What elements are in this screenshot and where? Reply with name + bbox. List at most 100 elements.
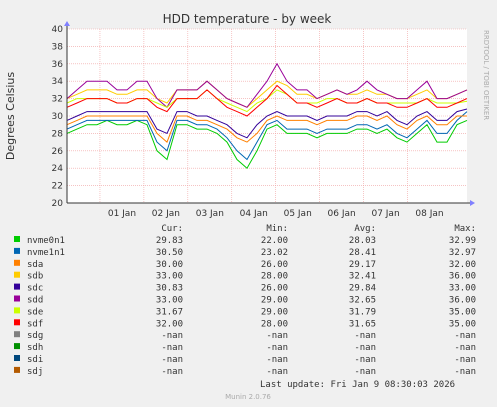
legend-value-avg: 31.79 [349, 307, 376, 317]
legend-value-min: 28.00 [261, 319, 288, 329]
legend-value-min: -nan [266, 343, 288, 353]
legend-value-avg: 32.65 [349, 296, 376, 306]
legend: Cur: Min: Avg: Max: nvme0n1 29.83 22.00 28.03 32… [14, 224, 476, 377]
legend-name: sdb [27, 272, 43, 282]
legend-value-cur: -nan [161, 331, 183, 341]
legend-swatch-sdg [14, 331, 20, 338]
legend-value-cur: -nan [161, 343, 183, 353]
x-axis-arrow [470, 200, 475, 206]
legend-value-min: 23.02 [261, 248, 288, 258]
legend-value-avg: -nan [354, 367, 376, 377]
series-line-sda [66, 115, 467, 143]
legend-value-cur: 30.83 [156, 284, 183, 294]
y-tick-label: 36 [52, 60, 64, 70]
legend-name: sdd [27, 296, 43, 306]
legend-value-max: 36.00 [449, 296, 476, 306]
legend-value-cur: -nan [161, 367, 183, 377]
y-tick-label: 24 [52, 164, 64, 174]
legend-value-cur: 30.00 [156, 260, 183, 270]
legend-swatch-sdj [14, 366, 20, 373]
legend-value-avg: -nan [354, 355, 376, 365]
legend-swatch-sdb [14, 271, 20, 278]
legend-value-max: 32.97 [449, 248, 476, 258]
y-tick-label: 30 [52, 112, 64, 122]
legend-value-min: -nan [266, 367, 288, 377]
series-lines [66, 62, 468, 169]
legend-header-cur: Cur: [161, 224, 183, 234]
legend-value-cur: 33.00 [156, 296, 183, 306]
y-tick-label: 20 [52, 199, 64, 209]
y-tick-label: 38 [52, 42, 64, 52]
legend-name: sdf [27, 319, 43, 329]
legend-value-min: 29.00 [261, 307, 288, 317]
legend-value-cur: 30.50 [156, 248, 183, 258]
legend-header-min: Min: [266, 224, 288, 234]
legend-value-cur: 31.67 [156, 307, 183, 317]
legend-swatch-sde [14, 307, 20, 314]
series-line-nvme1n1 [66, 111, 468, 161]
legend-name: nvme1n1 [27, 248, 65, 258]
legend-value-max: 33.00 [449, 284, 476, 294]
legend-value-min: 26.00 [261, 284, 288, 294]
legend-value-avg: 29.84 [349, 284, 376, 294]
legend-value-avg: -nan [354, 343, 376, 353]
x-tick-label: 01 Jan [108, 209, 136, 219]
legend-value-min: 29.00 [261, 296, 288, 306]
x-tick-label: 03 Jan [196, 209, 224, 219]
legend-value-max: 35.00 [449, 319, 476, 329]
legend-name: sde [27, 307, 43, 317]
legend-swatch-nvme1n1 [14, 247, 20, 254]
legend-name: sdc [27, 284, 43, 294]
y-tick-label: 40 [52, 25, 64, 35]
x-tick-label: 04 Jan [240, 209, 268, 219]
legend-name: sdh [27, 343, 43, 353]
x-tick-label: 07 Jan [371, 209, 399, 219]
legend-swatch-sdh [14, 343, 20, 350]
legend-value-max: 35.00 [449, 307, 476, 317]
chart-title: HDD temperature - by week [163, 12, 332, 26]
series-line-sdc [66, 108, 468, 139]
legend-value-avg: 28.03 [349, 236, 376, 246]
legend-swatch-nvme0n1 [14, 236, 20, 242]
grid-lines [67, 28, 467, 204]
legend-value-max: -nan [454, 367, 476, 377]
legend-value-cur: -nan [161, 355, 183, 365]
series-line-sdf [66, 84, 468, 117]
legend-swatch-sdc [14, 283, 20, 290]
legend-swatch-sdf [14, 319, 20, 326]
legend-name: sdj [27, 367, 43, 377]
legend-swatch-sda [14, 259, 20, 266]
y-axis-label: Degrees Celsius [4, 72, 17, 161]
legend-name: sdg [27, 331, 43, 341]
legend-value-max: 32.00 [449, 260, 476, 270]
y-tick-label: 34 [52, 77, 64, 87]
legend-name: sdi [27, 355, 43, 365]
legend-value-min: -nan [266, 331, 288, 341]
legend-value-cur: 29.83 [156, 236, 183, 246]
last-update: Last update: Fri Jan 9 08:30:03 2026 [260, 380, 455, 390]
legend-value-cur: 32.00 [156, 319, 183, 329]
rrdtool-side-label: RRDTOOL / TOBI OETIKER [482, 30, 490, 120]
x-tick-label: 05 Jan [284, 209, 312, 219]
x-tick-label: 08 Jan [415, 209, 443, 219]
y-tick-label: 22 [52, 182, 63, 192]
x-tick-label: 02 Jan [152, 209, 180, 219]
y-tick-label: 32 [52, 95, 63, 105]
y-tick-label: 26 [52, 147, 64, 157]
legend-value-avg: 29.17 [349, 260, 376, 270]
legend-swatch-sdi [14, 355, 20, 361]
y-tick-label: 28 [52, 129, 64, 139]
legend-value-min: 28.00 [261, 272, 288, 282]
legend-value-cur: 33.00 [156, 272, 183, 282]
x-tick-labels: 01 Jan 02 Jan 03 Jan 04 Jan 05 Jan 06 Jan 07 J… [108, 209, 444, 219]
legend-header-max: Max: [454, 224, 476, 234]
legend-header-avg: Avg: [354, 224, 376, 234]
x-tick-label: 06 Jan [328, 209, 356, 219]
legend-name: nvme0n1 [27, 236, 65, 246]
series-line-sdd [66, 62, 468, 109]
y-tick-labels: 20 22 24 26 28 30 32 34 36 38 40 [52, 25, 64, 209]
legend-value-max: -nan [454, 355, 476, 365]
legend-value-avg: 28.41 [349, 248, 376, 258]
legend-value-max: -nan [454, 343, 476, 353]
